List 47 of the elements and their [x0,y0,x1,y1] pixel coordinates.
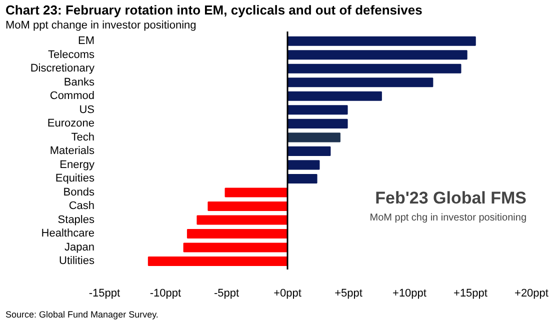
bar [183,242,288,252]
bar [208,201,288,211]
bar [224,188,288,198]
bar [287,132,340,142]
source-note: Source: Global Fund Manager Survey. [6,310,158,320]
y-tick-label: Eurozone [47,118,95,130]
bar [196,215,288,225]
bar [287,146,331,156]
bar [287,105,348,115]
y-tick-label: Materials [50,145,95,158]
bar [287,78,434,88]
annotation: Feb'23 Global FMS [375,188,527,208]
y-tick-label: Energy [60,158,95,171]
y-tick-label: Tech [71,131,95,144]
bar [287,91,382,101]
x-tick-label: +0ppt [274,288,302,300]
chart-title: Chart 23: February rotation into EM, cyclicals and out of defensives [6,2,422,18]
bar [287,174,318,184]
y-tick-label: Commod [50,90,94,102]
bar [287,50,468,60]
y-tick-label: EM [78,35,94,48]
bar [287,160,320,170]
y-tick-label: Discretionary [30,62,95,75]
y-tick-label: Bonds [63,186,95,198]
y-tick-label: Banks [64,76,95,88]
x-tick-label: +10ppt [392,288,426,300]
chart-subtitle: MoM ppt change in investor positioning [6,20,196,32]
y-tick-label: Healthcare [41,228,95,240]
y-tick-label: Utilities [59,255,95,268]
y-tick-label: US [79,104,94,116]
bar [287,118,348,128]
y-tick-label: Cash [68,200,95,212]
y-tick-label: Telecoms [48,48,95,61]
y-tick-label: Staples [58,214,95,226]
x-tick-label: +15ppt [454,288,488,300]
x-tick-label: -10ppt [150,288,182,300]
bar [287,36,476,46]
x-tick-label: +5ppt [334,288,362,300]
bar [186,228,288,238]
x-tick-label: +20ppt [514,288,548,300]
x-tick-label: -5ppt [214,288,240,300]
annotation: MoM ppt chg in investor positioning [370,212,526,224]
bar [287,64,462,74]
bar [148,256,288,266]
x-tick-label: -15ppt [88,288,120,300]
y-tick-label: Equities [55,172,95,185]
y-tick-label: Japan [64,241,95,254]
